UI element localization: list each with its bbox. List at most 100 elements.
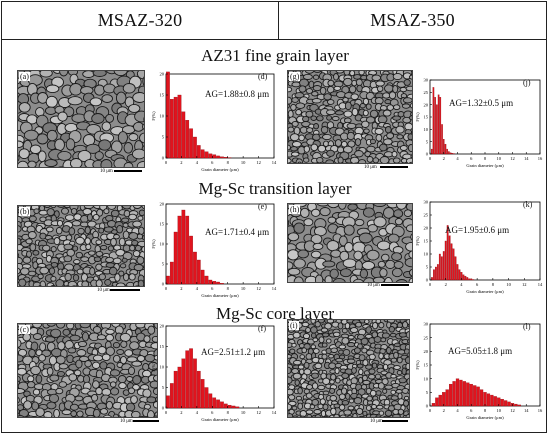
- bar: [235, 406, 240, 409]
- y-axis-label: F(%): [151, 362, 156, 372]
- bar: [452, 381, 456, 407]
- x-tick-label: 6: [211, 160, 214, 165]
- bar: [437, 94, 440, 155]
- y-tick-label: 0: [426, 404, 429, 409]
- scale-label: 10 μm: [97, 288, 110, 293]
- bar: [181, 111, 186, 159]
- bar: [193, 251, 197, 285]
- bar: [173, 231, 178, 285]
- x-tick-label: 6: [211, 410, 214, 415]
- bar: [469, 383, 473, 407]
- y-tick-label: 15: [160, 93, 165, 98]
- bar: [193, 136, 197, 159]
- bar: [514, 403, 518, 407]
- scale-label: 10 μm: [364, 165, 377, 170]
- bar: [476, 386, 480, 407]
- bar: [212, 281, 217, 285]
- bar: [169, 261, 174, 285]
- bar: [208, 153, 213, 159]
- bar: [220, 401, 224, 409]
- bar: [466, 382, 470, 407]
- y-axis-label: F(%): [415, 360, 420, 370]
- y-tick-label: 5: [426, 139, 429, 144]
- bar: [200, 149, 205, 159]
- panel-tag-l: (l): [523, 322, 531, 331]
- panel-tag-d: (d): [258, 72, 268, 81]
- y-tick-label: 0: [162, 156, 165, 161]
- y-tick-label: 5: [162, 135, 165, 140]
- y-tick-label: 10: [424, 376, 429, 381]
- x-tick-label: 12: [510, 408, 515, 413]
- x-tick-label: 10: [241, 286, 246, 291]
- x-tick-label: 12: [510, 156, 515, 161]
- micrograph-h: (h): [287, 203, 413, 283]
- bar: [444, 240, 447, 281]
- bar: [177, 215, 182, 285]
- y-tick-label: 10: [424, 252, 429, 257]
- annotation-j: AG=1.32±0.5 μm: [449, 98, 514, 108]
- header-left: MSAZ-320: [97, 10, 183, 30]
- bar: [185, 120, 190, 159]
- x-tick-label: 4: [460, 282, 463, 287]
- x-axis-label: Grain diameter (μm): [201, 417, 239, 422]
- y-tick-label: 20: [424, 226, 429, 231]
- micrograph-g: (g): [287, 70, 413, 164]
- bar: [430, 148, 433, 155]
- x-tick-label: 4: [196, 160, 199, 165]
- x-tick-label: 12: [522, 282, 527, 287]
- hist-svg: 0 5 10 15 20 25 30 0 2 4 6 8 10 12 14 Grain diameter (μ…: [415, 200, 543, 294]
- x-tick-label: 0: [165, 160, 168, 165]
- panel-tag-j: (j): [523, 78, 531, 87]
- bar: [431, 403, 436, 407]
- scale-bar: [381, 284, 409, 286]
- bar: [177, 366, 182, 409]
- bar: [166, 395, 170, 409]
- y-tick-label: 10: [160, 114, 165, 119]
- bar: [441, 124, 443, 155]
- hist-svg: 0 5 10 15 20 25 30 0 2 4 6 8 10 12 14 16 Grain diameter …: [415, 78, 543, 168]
- y-tick-label: 5: [426, 265, 429, 270]
- scale-label: 10 μm: [120, 419, 133, 424]
- x-tick-label: 0: [429, 156, 432, 161]
- bar: [196, 145, 201, 159]
- grain-map: [288, 71, 412, 163]
- bar: [451, 153, 454, 155]
- bar: [216, 155, 220, 159]
- header-divider: [278, 2, 279, 39]
- histogram-e: 0 5 10 15 20 0 2 4 6 8 10 12 14 Grain diameter (μm) F(…: [150, 198, 277, 300]
- x-tick-label: 10: [497, 156, 502, 161]
- bar: [208, 279, 213, 285]
- y-tick-label: 0: [426, 152, 429, 157]
- y-axis-label: F(%): [415, 112, 420, 122]
- bar: [442, 251, 445, 281]
- bar: [504, 400, 508, 407]
- x-tick-label: 8: [227, 160, 230, 165]
- panel-tag: (b): [19, 207, 31, 216]
- x-tick-label: 2: [180, 160, 182, 165]
- bar: [464, 275, 467, 281]
- grain-map: [288, 204, 412, 282]
- panel-tag-e: (e): [258, 202, 267, 211]
- panel-tag-k: (k): [523, 200, 533, 209]
- y-tick-label: 25: [424, 335, 429, 340]
- micrograph-i: (i): [287, 319, 410, 418]
- bar: [181, 209, 186, 285]
- bar: [434, 97, 436, 155]
- scale-label: 10 μm: [370, 419, 383, 424]
- bar: [455, 378, 460, 407]
- x-tick-label: 2: [180, 410, 182, 415]
- x-tick-label: 2: [443, 156, 445, 161]
- y-tick-label: 30: [424, 200, 429, 205]
- bar: [223, 157, 228, 159]
- bar: [196, 370, 201, 409]
- bar: [173, 96, 178, 159]
- hist-svg: 0 5 10 15 20 25 30 0 2 4 6 8 10 12 14 16 Grain diameter …: [415, 322, 543, 420]
- bar: [433, 269, 435, 281]
- bar: [216, 281, 220, 285]
- section-title-transition: Mg-Sc transition layer: [198, 179, 352, 198]
- y-tick-label: 5: [426, 390, 429, 395]
- section-title-core: Mg-Sc core layer: [215, 304, 334, 323]
- bar: [212, 154, 217, 159]
- x-tick-label: 6: [470, 156, 473, 161]
- x-tick-label: 4: [196, 286, 199, 291]
